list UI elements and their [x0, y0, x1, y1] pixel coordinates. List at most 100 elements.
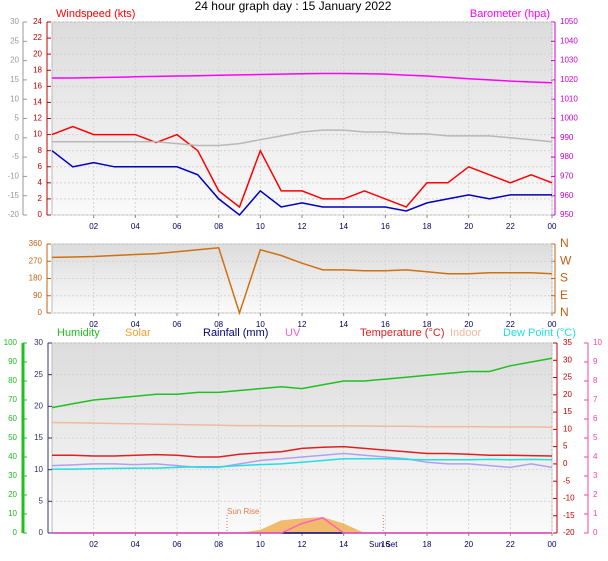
x-tick-label: 14 — [339, 540, 348, 549]
x-tick-label: 10 — [256, 222, 265, 231]
y-tick-label: 80 — [8, 376, 17, 385]
y-tick-label: 960 — [560, 191, 574, 200]
x-tick-label: 22 — [506, 540, 515, 549]
y-tick-label: 10 — [34, 465, 43, 474]
y-tick-label: -10 — [7, 172, 19, 181]
y-tick-label: 6 — [593, 414, 598, 423]
x-tick-label: 10 — [256, 320, 265, 329]
x-tick-label: 20 — [464, 222, 473, 231]
y-tick-label: 18 — [33, 65, 42, 74]
y-tick-label: 8 — [38, 146, 43, 155]
y-tick-label: 40 — [8, 452, 17, 461]
y-tick-label: 7 — [593, 395, 598, 404]
series-line — [51, 125, 553, 209]
x-tick-label: 18 — [423, 540, 432, 549]
legend-entry: Dew Point (°C) — [503, 327, 576, 339]
y-tick-label: 20 — [33, 49, 42, 58]
x-tick-label: 14 — [339, 320, 348, 329]
y-tick-label: 360 — [29, 239, 43, 248]
y-tick-label: 10 — [33, 130, 42, 139]
y-tick-label: 4 — [38, 178, 43, 187]
series-line — [51, 246, 553, 316]
y-tick-label: 10 — [10, 94, 19, 103]
annotation-text: Sun Rise — [227, 507, 260, 516]
y-tick-label: -5 — [563, 476, 571, 485]
series-line — [52, 457, 553, 470]
y-tick-label: 24 — [33, 17, 42, 26]
y-tick-label: 15 — [563, 407, 572, 416]
y-tick-label: -5 — [12, 152, 20, 161]
y-tick-label: 10 — [563, 424, 572, 433]
x-tick-label: 10 — [256, 540, 265, 549]
x-tick-label: 06 — [173, 540, 182, 549]
y-tick-label: 25 — [10, 36, 19, 45]
legend-entry: Barometer (hpa) — [470, 8, 550, 20]
y-tick-label: 0 — [593, 528, 598, 537]
y-tick-label: 22 — [33, 33, 42, 42]
y-tick-label: 1030 — [560, 56, 578, 65]
y-tick-label: 2 — [593, 490, 598, 499]
annotation-text: Sun Set — [369, 540, 398, 549]
y-tick-label: 14 — [33, 98, 42, 107]
series-line — [51, 357, 553, 409]
y-tick-label: 16 — [33, 81, 42, 90]
series-line — [51, 421, 553, 429]
y-tick-label: 8 — [593, 376, 598, 385]
y-tick-label: 10 — [8, 509, 17, 518]
x-tick-label: 12 — [298, 320, 307, 329]
y-tick-label: 35 — [563, 338, 572, 347]
x-tick-label: 00 — [548, 320, 557, 329]
y-tick-label: 270 — [29, 256, 43, 265]
x-tick-label: 20 — [464, 320, 473, 329]
x-tick-label: 16 — [381, 320, 390, 329]
x-tick-label: 04 — [131, 222, 140, 231]
y-tick-label: 1000 — [560, 114, 578, 123]
y-tick-label: 100 — [4, 338, 18, 347]
series-line — [52, 129, 553, 147]
y-tick-label: 6 — [38, 162, 43, 171]
y-tick-label: N — [560, 305, 569, 319]
y-tick-label: 20 — [34, 401, 43, 410]
y-tick-label: -15 — [7, 191, 19, 200]
y-tick-label: 180 — [29, 274, 43, 283]
y-tick-label: 90 — [33, 291, 42, 300]
x-tick-label: 06 — [173, 320, 182, 329]
y-tick-label: 0 — [563, 459, 568, 468]
y-tick-label: 4 — [593, 452, 598, 461]
x-tick-label: 18 — [423, 222, 432, 231]
x-tick-label: 12 — [298, 540, 307, 549]
y-tick-label: N — [560, 236, 569, 250]
legend-entry: Solar — [125, 327, 151, 339]
x-tick-label: 08 — [214, 540, 223, 549]
y-tick-label: 5 — [15, 114, 20, 123]
y-tick-label: E — [560, 288, 568, 302]
y-tick-label: 30 — [10, 17, 19, 26]
y-tick-label: 50 — [8, 433, 17, 442]
y-tick-label: 9 — [593, 357, 598, 366]
x-tick-label: 08 — [214, 320, 223, 329]
legend-entry: UV — [285, 327, 301, 339]
y-tick-label: W — [560, 253, 572, 267]
y-tick-label: 980 — [560, 152, 574, 161]
legend-entry: Humidity — [57, 327, 100, 339]
y-tick-label: 0 — [38, 210, 43, 219]
x-tick-label: 22 — [506, 320, 515, 329]
x-tick-label: 16 — [381, 222, 390, 231]
x-tick-label: 04 — [131, 540, 140, 549]
x-tick-label: 06 — [173, 222, 182, 231]
y-tick-label: 10 — [593, 338, 602, 347]
y-tick-label: 25 — [34, 370, 43, 379]
y-tick-label: 990 — [560, 133, 574, 142]
y-tick-label: 1020 — [560, 75, 578, 84]
y-tick-label: -15 — [563, 511, 575, 520]
y-tick-label: 0 — [38, 308, 43, 317]
y-tick-label: 20 — [563, 390, 572, 399]
x-tick-label: 22 — [506, 222, 515, 231]
y-tick-label: 0 — [13, 528, 18, 537]
legend-entry: Rainfall (mm) — [203, 327, 268, 339]
x-tick-label: 04 — [131, 320, 140, 329]
y-tick-label: 2 — [38, 194, 43, 203]
y-tick-label: 90 — [8, 357, 17, 366]
y-tick-label: 1040 — [560, 36, 578, 45]
